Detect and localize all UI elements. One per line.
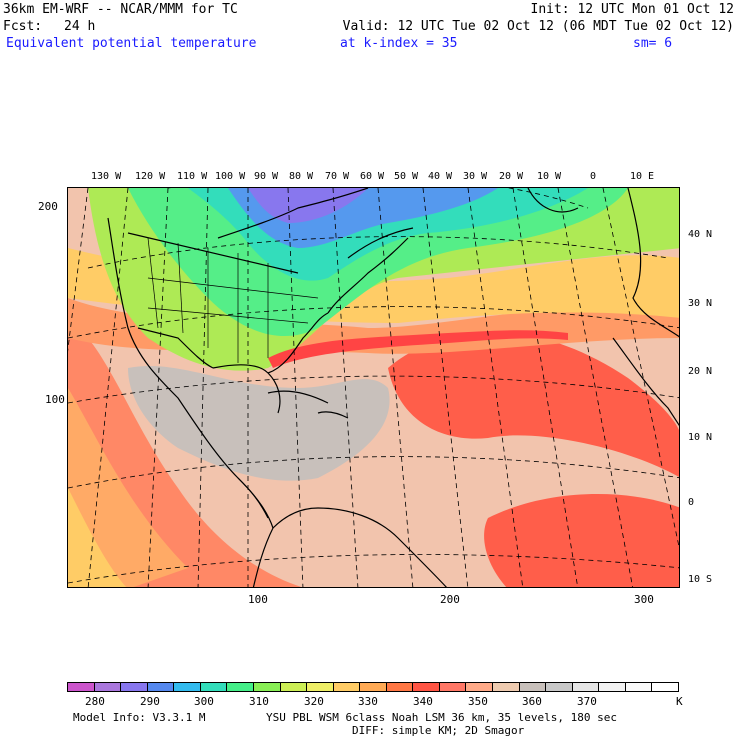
longitude-label: 130 W [91,171,122,182]
colorbar-swatch [413,683,440,691]
colorbar-swatch [599,683,626,691]
graticule [68,188,679,587]
init-time: Init: 12 UTC Mon 01 Oct 12 [530,2,735,17]
longitude-label: 20 W [499,171,524,182]
colorbar-label: 290 [140,695,160,708]
forecast-label: Fcst: [3,19,43,34]
latitude-label: 0 [688,497,695,508]
colorbar-swatch [121,683,148,691]
latitude-label: 30 N [688,298,713,309]
grid-y-label: 200 [38,200,58,213]
longitude-label: 90 W [254,171,279,182]
colorbar-label: 360 [522,695,542,708]
forecast-hour: 24 h [64,19,96,34]
colorbar-swatch [147,683,175,691]
colorbar-swatch [360,683,387,691]
theta-e-map [68,188,679,587]
latitude-label: 20 N [688,366,713,377]
valid-time: Valid: 12 UTC Tue 02 Oct 12 (06 MDT Tue … [342,19,734,34]
colorbar-label: 370 [577,695,597,708]
colorbar-swatch [68,683,95,691]
diffusion-info: DIFF: simple KM; 2D Smagor [352,724,525,737]
colorbar-label: 340 [413,695,433,708]
colorbar-swatch [280,683,308,691]
colorbar-label: 310 [249,695,269,708]
smoothing-info: sm= 6 [633,36,673,51]
longitude-label: 30 W [463,171,488,182]
colorbar-swatch [174,683,201,691]
field-name: Equivalent potential temperature [6,36,257,51]
colorbar-swatch [386,683,414,691]
colorbar-swatch [307,683,334,691]
model-title: 36km EM-WRF -- NCAR/MMM for TC [3,2,238,17]
longitude-label: 10 W [537,171,562,182]
map-panel [67,187,680,588]
colorbar-swatch [493,683,520,691]
longitude-label: 60 W [360,171,385,182]
level-info: at k-index = 35 [340,36,458,51]
model-info: Model Info: V3.3.1 M [73,711,206,724]
state-borders [147,237,319,363]
colorbar-swatch [519,683,547,691]
colorbar-swatch [546,683,573,691]
longitude-label: 110 W [177,171,208,182]
field-atlantic-warm [388,331,679,477]
longitude-label: 80 W [289,171,314,182]
colorbar-swatch [333,683,361,691]
field-pacific-yellow [68,488,127,587]
longitude-label: 10 E [630,171,655,182]
longitude-label: 100 W [215,171,246,182]
longitude-label: 120 W [135,171,166,182]
grid-y-label: 100 [45,393,65,406]
coastlines [107,188,679,587]
colorbar-label: 330 [358,695,378,708]
colorbar-swatch [253,683,281,691]
longitude-label: 50 W [394,171,419,182]
colorbar-swatch [439,683,467,691]
colorbar [67,682,679,692]
colorbar-label: 350 [468,695,488,708]
field-gulf-stream [268,330,568,368]
longitude-label: 0 [590,171,597,182]
latitude-label: 10 N [688,432,713,443]
colorbar-swatch [625,683,653,691]
grid-x-label: 100 [248,593,268,606]
colorbar-swatch [652,683,678,691]
colorbar-unit: K [676,695,683,708]
colorbar-label: 300 [194,695,214,708]
field-pacific-orange [68,388,188,587]
colorbar-swatch [94,683,122,691]
grid-x-label: 200 [440,593,460,606]
colorbar-swatch [200,683,228,691]
colorbar-swatch [227,683,254,691]
field-south-atlantic-warm [484,494,679,587]
field-caribbean-high [128,365,390,481]
longitude-label: 70 W [325,171,350,182]
colorbar-label: 320 [304,695,324,708]
physics-info: YSU PBL WSM 6class Noah LSM 36 km, 35 le… [266,711,617,724]
longitude-label: 40 W [428,171,453,182]
latitude-label: 40 N [688,229,713,240]
colorbar-swatch [466,683,493,691]
colorbar-label: 280 [85,695,105,708]
grid-x-label: 300 [634,593,654,606]
latitude-label: 10 S [688,574,713,585]
colorbar-swatch [572,683,600,691]
